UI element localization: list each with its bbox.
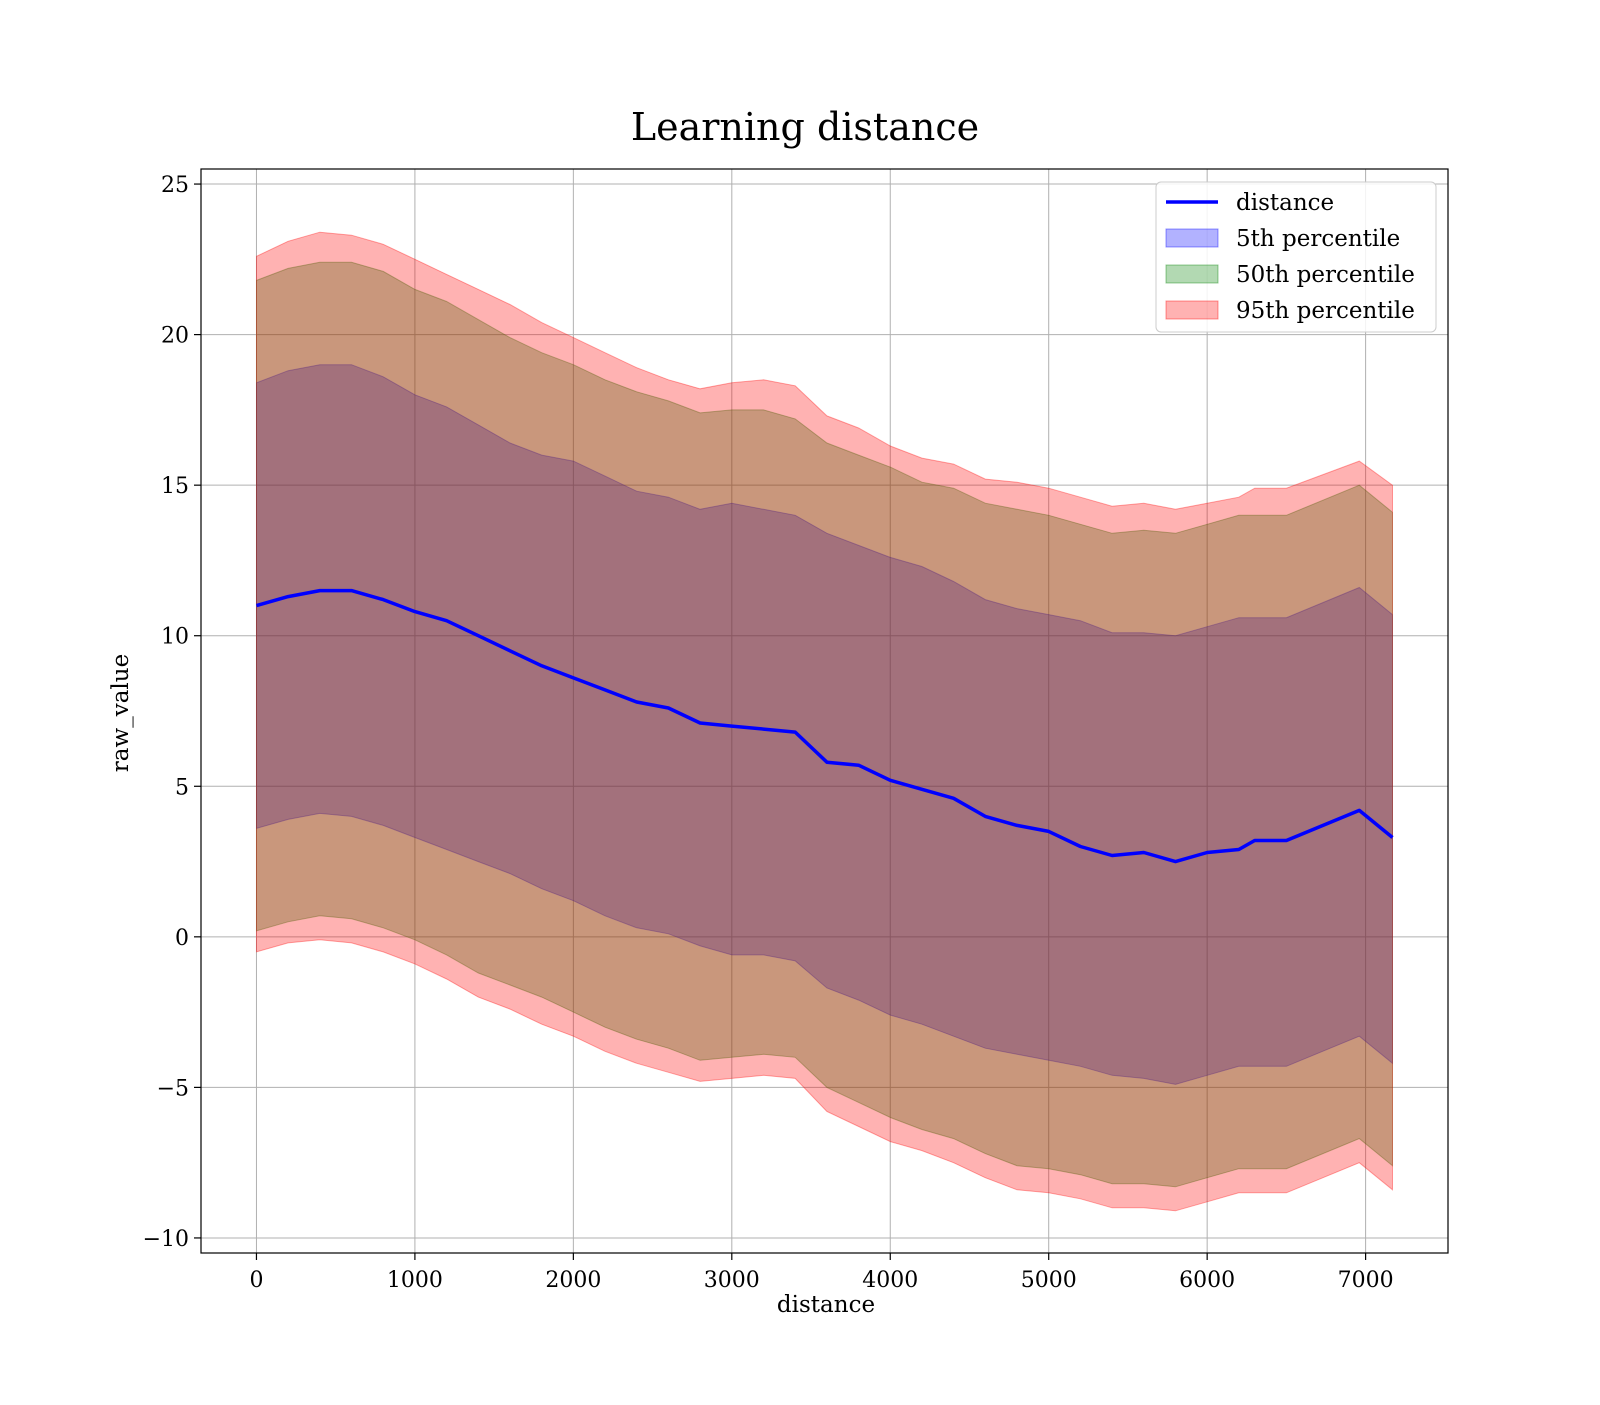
- x-tick-label: 4000: [862, 1268, 918, 1293]
- distance-line-layer: [256, 588, 1394, 864]
- y-tick-label: 5: [175, 775, 189, 800]
- x-tick-label: 5000: [1021, 1268, 1077, 1293]
- axes-frame: [200, 168, 1449, 1254]
- legend: distance 5th percentile 50th percentile 95t…: [1155, 181, 1437, 333]
- x-tick-label: 1000: [387, 1268, 443, 1293]
- band-5th-percentile: [256, 364, 1393, 1085]
- legend-label-50th-percentile: 50th percentile: [1236, 262, 1415, 288]
- y-tick-label: 15: [161, 474, 189, 499]
- y-axis-label: raw_value: [108, 654, 134, 772]
- x-tick-label: 7000: [1338, 1268, 1394, 1293]
- legend-label-95th-percentile: 95th percentile: [1236, 298, 1415, 324]
- legend-swatch-5th-percentile: [1165, 228, 1219, 248]
- legend-box: [1155, 181, 1437, 333]
- y-tick-label: 25: [161, 173, 189, 198]
- legend-label-5th-percentile: 5th percentile: [1236, 226, 1400, 252]
- legend-label-distance: distance: [1236, 190, 1334, 216]
- x-tick-label: 6000: [1179, 1268, 1235, 1293]
- x-axis-label: distance: [777, 1292, 875, 1318]
- y-tick-label: −5: [157, 1076, 189, 1101]
- band-50th-percentile: [256, 261, 1393, 1188]
- y-tick-label: 20: [161, 324, 189, 349]
- band-95th-percentile: [256, 231, 1393, 1212]
- x-tick-label: 2000: [545, 1268, 601, 1293]
- legend-swatch-50th-percentile: [1165, 264, 1219, 284]
- series-line-distance: [256, 588, 1394, 864]
- x-tick-label: 0: [249, 1268, 263, 1293]
- legend-swatch-95th-percentile: [1165, 300, 1219, 320]
- y-tick-label: 10: [161, 625, 189, 650]
- y-tick-label: 0: [175, 926, 189, 951]
- y-tick-label: −10: [143, 1227, 189, 1252]
- axis-ticks: 0 1000 2000 3000 4000 5000 6000 7000 −10 −5 0 5 10 15…: [143, 173, 1394, 1293]
- grid-lines: [201, 169, 1448, 1253]
- percentile-bands: [256, 231, 1393, 1212]
- x-tick-label: 3000: [704, 1268, 760, 1293]
- chart-title: Learning distance: [631, 105, 979, 149]
